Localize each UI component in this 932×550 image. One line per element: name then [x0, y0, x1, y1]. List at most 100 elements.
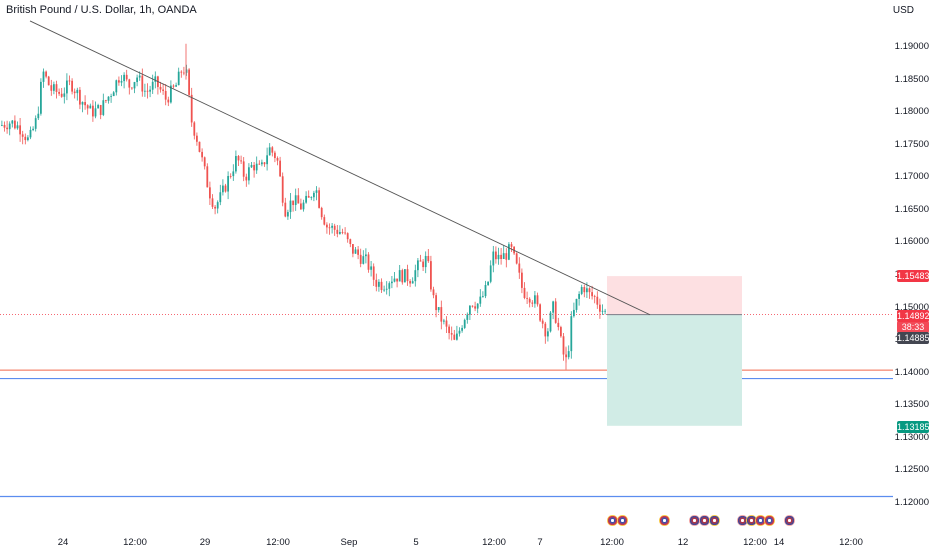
flag-icon[interactable]: [659, 515, 670, 526]
candle-body: [484, 285, 487, 297]
candle-body: [138, 75, 141, 78]
candle-body: [456, 333, 458, 340]
candle-body: [297, 195, 300, 204]
flag-icon[interactable]: [689, 515, 700, 526]
flag-icon[interactable]: [764, 515, 775, 526]
candle-body: [76, 89, 79, 94]
candle-body: [318, 190, 320, 208]
candle-body: [40, 81, 42, 114]
candle-body: [263, 162, 266, 165]
candle-body: [289, 200, 292, 213]
flag-icon[interactable]: [607, 515, 618, 526]
price-axis-tick: 1.13000: [894, 431, 929, 443]
candle-body: [42, 71, 45, 82]
price-axis-tick: 1.12500: [894, 464, 929, 476]
candle-body: [97, 105, 99, 109]
candle-body: [417, 260, 419, 271]
candle-body: [53, 84, 55, 91]
candle-body: [489, 265, 492, 282]
candle-body: [450, 333, 453, 335]
candle-body: [604, 310, 606, 312]
candle-body: [287, 212, 289, 217]
candle-body: [237, 156, 240, 161]
candle-body: [146, 90, 149, 92]
candle-body: [534, 295, 536, 304]
candle-body: [167, 99, 170, 103]
candle-body: [562, 336, 565, 355]
candle-body: [518, 263, 521, 273]
candle-body: [180, 71, 183, 73]
candle-body: [118, 80, 120, 83]
candle-body: [201, 151, 203, 158]
candle-body: [292, 200, 294, 206]
flag-icon[interactable]: [709, 515, 720, 526]
candle-body: [37, 113, 40, 119]
candle-body: [515, 253, 518, 264]
candle-body: [549, 312, 552, 332]
candle-body: [440, 307, 443, 322]
candle-body: [528, 298, 531, 303]
candle-body: [284, 202, 287, 217]
candle-body: [492, 251, 495, 266]
candle-body: [172, 85, 175, 87]
candle-body: [359, 254, 362, 264]
candle-body: [79, 89, 81, 105]
candle-body: [313, 192, 315, 198]
candle-body: [175, 85, 177, 87]
candle-body: [188, 69, 190, 95]
target-price-tag: 1.13185: [897, 421, 930, 433]
price-axis-tick: 1.16500: [894, 203, 929, 215]
last-price-tag: 1.14892: [897, 310, 930, 322]
candle-body: [476, 303, 479, 309]
time-axis-tick: 7: [537, 537, 543, 548]
candle-body: [92, 105, 94, 117]
candle-body: [305, 195, 307, 203]
candle-body: [128, 79, 131, 88]
candle-body: [354, 249, 357, 254]
candle-body: [320, 207, 323, 218]
candle-body: [409, 281, 411, 284]
candle-body: [544, 323, 547, 337]
candle-body: [47, 76, 50, 86]
candle-body: [547, 331, 549, 337]
candle-body: [404, 269, 406, 283]
candle-body: [502, 253, 505, 260]
flag-icon[interactable]: [784, 515, 795, 526]
flag-icon[interactable]: [737, 515, 748, 526]
trendline: [29, 20, 651, 316]
candle-body: [398, 270, 401, 282]
candle-body: [396, 278, 398, 282]
time-axis-tick: 5: [413, 537, 419, 548]
candle-body: [367, 254, 370, 270]
candle-body: [370, 266, 372, 270]
bid-price-tag: 1.14885: [897, 332, 930, 344]
candle-body: [29, 129, 32, 138]
candle-body: [144, 90, 146, 92]
candle-body: [510, 244, 513, 247]
candle-body: [8, 123, 11, 130]
candle-body: [89, 105, 92, 109]
candle-body: [302, 202, 305, 210]
candle-body: [427, 255, 430, 262]
candle-body: [310, 197, 313, 199]
candle-body: [32, 128, 34, 130]
time-axis-tick: Sep: [340, 537, 358, 548]
candle-body: [242, 161, 245, 177]
candle-body: [458, 330, 461, 334]
candle-body: [224, 185, 227, 192]
candle-body: [229, 176, 232, 177]
candle-body: [601, 310, 604, 312]
candle-body: [554, 301, 557, 323]
candle-body: [19, 125, 21, 135]
candle-body: [362, 256, 365, 264]
flag-icon[interactable]: [617, 515, 628, 526]
candle-body: [253, 164, 255, 171]
candle-body: [271, 147, 274, 153]
flag-icon[interactable]: [755, 515, 766, 526]
flag-icon[interactable]: [746, 515, 757, 526]
candle-body: [58, 91, 60, 94]
flag-icon[interactable]: [699, 515, 710, 526]
time-axis-tick: 12:00: [123, 537, 147, 548]
candle-body: [170, 85, 172, 103]
